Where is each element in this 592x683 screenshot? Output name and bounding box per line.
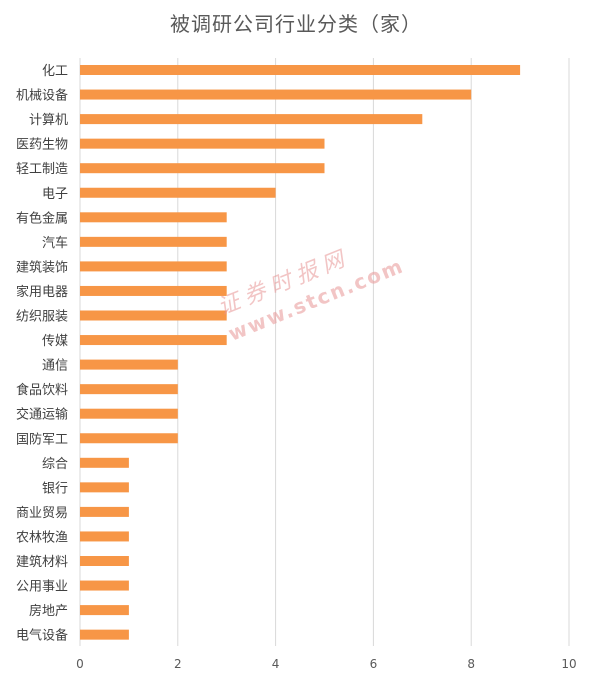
x-tick-label: 2 <box>174 657 182 671</box>
category-label: 综合 <box>42 457 68 472</box>
bar <box>80 629 129 640</box>
bar <box>80 408 178 419</box>
bar <box>80 138 325 149</box>
category-label: 国防军工 <box>16 431 68 447</box>
category-label: 房地产 <box>29 603 68 619</box>
category-label: 计算机 <box>29 113 68 128</box>
category-label: 家用电器 <box>16 284 68 300</box>
category-label: 有色金属 <box>16 210 68 226</box>
bar <box>80 65 521 75</box>
category-label: 银行 <box>42 481 68 496</box>
category-label: 传媒 <box>42 334 68 349</box>
category-label: 电气设备 <box>16 628 68 644</box>
category-label: 机械设备 <box>16 88 68 104</box>
bar <box>80 187 276 198</box>
category-label: 电子 <box>42 187 68 202</box>
category-label: 交通运输 <box>16 407 68 423</box>
bar <box>80 285 227 296</box>
bar <box>80 482 129 493</box>
bar <box>80 531 129 542</box>
bar <box>80 580 129 591</box>
category-label: 化工 <box>42 64 68 79</box>
bar <box>80 556 129 566</box>
bar <box>80 163 325 174</box>
bar <box>80 89 472 100</box>
category-label: 汽车 <box>42 235 68 251</box>
bar <box>80 236 227 247</box>
chart-title: 被调研公司行业分类（家） <box>170 12 422 36</box>
category-label: 通信 <box>42 359 68 374</box>
bar <box>80 261 227 272</box>
bar <box>80 114 423 125</box>
category-label: 医药生物 <box>16 138 68 153</box>
bar <box>80 359 178 370</box>
bar <box>80 384 178 395</box>
category-label: 建筑装饰 <box>16 259 68 275</box>
bar <box>80 433 178 444</box>
x-axis-tick-labels: 0 2 4 6 8 10 <box>76 657 576 671</box>
category-labels: 化工机械设备计算机医药生物轻工制造电子有色金属汽车建筑装饰家用电器纺织服装传媒通… <box>16 64 68 644</box>
x-tick-label: 6 <box>370 657 378 671</box>
bar <box>80 212 227 223</box>
category-label: 公用事业 <box>16 580 68 595</box>
bar <box>80 457 129 468</box>
x-tick-label: 4 <box>272 657 280 671</box>
category-label: 建筑材料 <box>16 554 68 570</box>
category-label: 商业贸易 <box>16 506 68 521</box>
category-label: 纺织服装 <box>16 310 68 325</box>
category-label: 轻工制造 <box>16 162 68 177</box>
bar <box>80 335 227 346</box>
x-tick-label: 10 <box>561 657 576 671</box>
category-label: 农林牧渔 <box>16 530 68 545</box>
category-label: 食品饮料 <box>16 382 68 398</box>
gridlines <box>79 58 570 646</box>
bars <box>80 65 521 640</box>
x-tick-label: 8 <box>467 657 475 671</box>
bar <box>80 506 129 517</box>
x-tick-label: 0 <box>76 657 84 671</box>
bar <box>80 605 129 616</box>
bar <box>80 310 227 321</box>
